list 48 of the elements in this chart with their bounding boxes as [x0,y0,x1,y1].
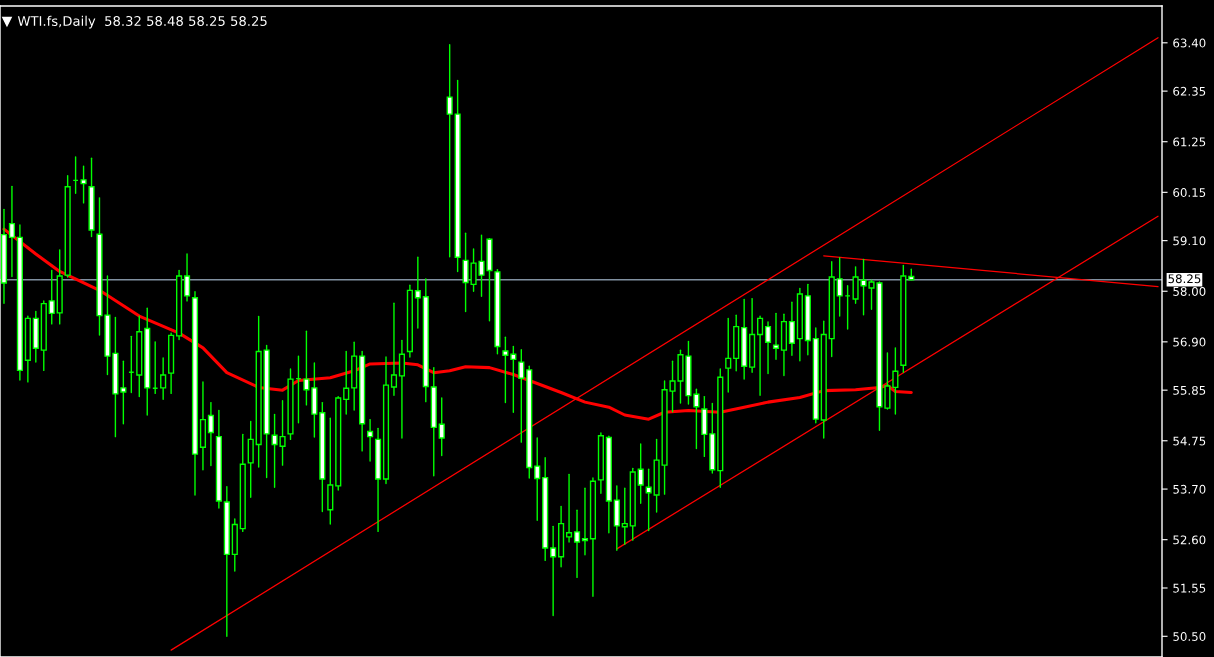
candlestick [788,301,795,356]
candlestick [8,185,16,278]
candlestick [48,269,55,325]
candlestick [207,401,214,467]
candlestick [534,437,541,522]
y-tick-label: 58.00 [1173,286,1206,296]
candlestick [367,418,374,462]
candlestick [183,253,191,302]
text: WTI.fs,Daily 58.32 58.48 58.25 58.25 [17,15,267,29]
ref-line-label: 58.25 [1168,274,1201,284]
candlestick [446,43,453,258]
candlestick [414,256,421,329]
candlestick [725,317,732,393]
y-tick-label: 63.40 [1173,38,1206,48]
candlestick [621,487,628,545]
candlestick [836,256,843,317]
candlestick [438,397,445,457]
candlestick [565,473,573,543]
y-tick-label: 54.75 [1173,436,1206,446]
candlestick [892,347,899,415]
y-tick-label: 61.25 [1173,137,1206,147]
candlestick [247,420,254,499]
y-tick-label: 59.10 [1173,236,1206,246]
y-tick-label: 53.70 [1173,484,1206,494]
y-tick-label: 52.60 [1173,535,1206,545]
candlestick [573,509,581,579]
candlestick [764,321,772,375]
candlestick [160,357,167,401]
y-tick-label: 51.55 [1173,583,1206,593]
y-tick-label: 60.15 [1173,188,1206,197]
candlestick [80,165,87,204]
candlestick [756,315,764,396]
candlestick [772,312,780,361]
candlestick [120,360,127,425]
candlestick [390,302,398,396]
candlestick [398,339,406,439]
candlestick [637,443,644,505]
candlestick [550,525,557,617]
candlestick [303,330,310,406]
y-tick-label: 56.90 [1173,337,1206,347]
candlestick [510,345,517,413]
y-tick-label: 50.50 [1173,632,1206,641]
candlestick [581,487,589,556]
candlestick [502,336,509,404]
y-tick-label: 62.35 [1173,86,1206,96]
candlestick [518,348,525,443]
candlestick [343,350,350,415]
y-tick-label: 55.85 [1173,385,1206,395]
